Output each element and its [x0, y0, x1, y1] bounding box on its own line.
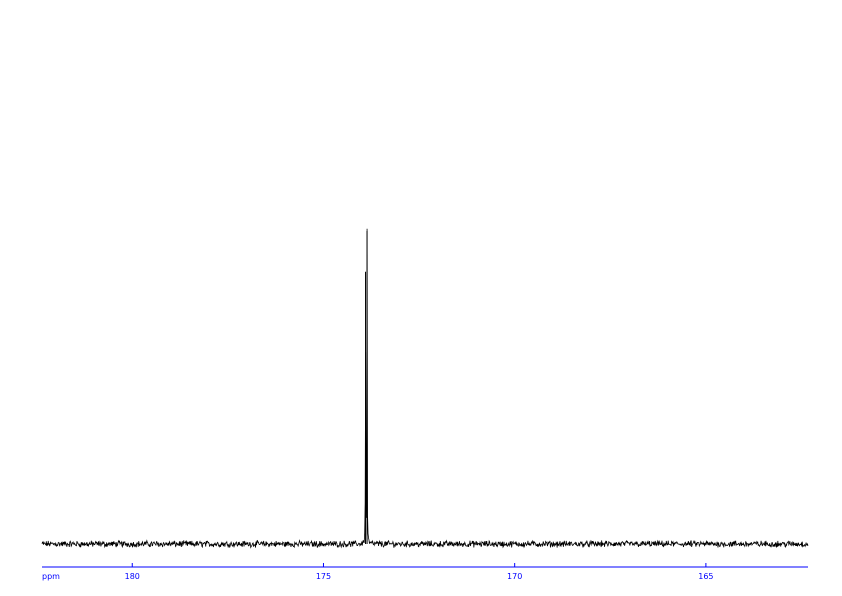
x-tick-label: 180 [125, 572, 140, 581]
x-tick-label: 170 [507, 572, 522, 581]
x-tick-label: 165 [698, 572, 713, 581]
x-tick-label: 175 [316, 572, 331, 581]
spectrum-trace [41, 228, 809, 549]
x-axis-unit-label: ppm [42, 572, 60, 581]
